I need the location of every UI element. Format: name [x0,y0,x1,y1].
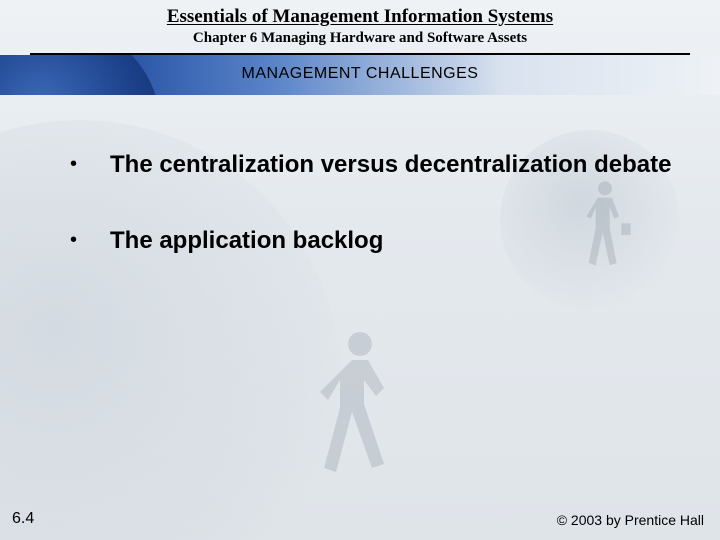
bullet-text: The application backlog [110,226,383,256]
bullet-item: • The application backlog [70,226,690,256]
chapter-subtitle: Chapter 6 Managing Hardware and Software… [0,30,720,47]
header-blue-band: MANAGEMENT CHALLENGES [0,55,720,95]
slide: Essentials of Management Information Sys… [0,0,720,540]
silhouette-person-walking [300,320,420,520]
copyright: © 2003 by Prentice Hall [557,512,704,528]
bullet-marker: • [70,226,110,253]
bullet-item: • The centralization versus decentraliza… [70,150,690,180]
bullet-text: The centralization versus decentralizati… [110,150,672,180]
section-title: MANAGEMENT CHALLENGES [0,65,720,83]
book-title: Essentials of Management Information Sys… [0,6,720,28]
slide-header: Essentials of Management Information Sys… [0,0,720,95]
slide-number: 6.4 [12,510,34,528]
bullet-marker: • [70,150,110,177]
slide-body: • The centralization versus decentraliza… [70,150,690,302]
